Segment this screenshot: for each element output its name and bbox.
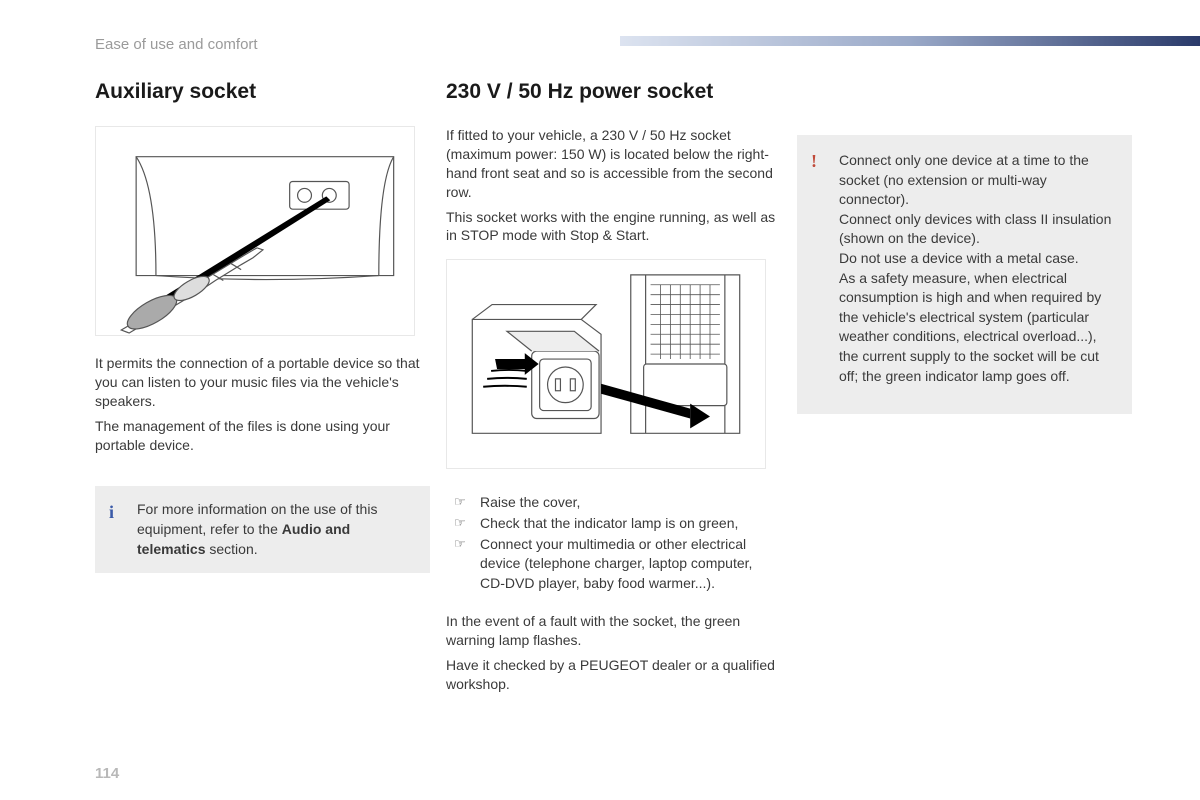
column-auxiliary-socket: Auxiliary socket xyxy=(95,80,430,700)
power-para-3: In the event of a fault with the socket,… xyxy=(446,612,781,650)
step-3: Connect your multimedia or other electri… xyxy=(446,535,781,594)
warning-box: ! Connect only one device at a time to t… xyxy=(797,135,1132,414)
aux-para-2: The management of the files is done usin… xyxy=(95,417,430,455)
section-label: Ease of use and comfort xyxy=(95,36,258,53)
warn-line-3: Do not use a device with a metal case. xyxy=(839,249,1116,269)
power-para-4: Have it checked by a PEUGEOT dealer or a… xyxy=(446,656,781,694)
info-icon: i xyxy=(109,500,114,525)
step-2: Check that the indicator lamp is on gree… xyxy=(446,514,781,534)
power-para-1: If fitted to your vehicle, a 230 V / 50 … xyxy=(446,126,781,202)
warn-line-4: As a safety measure, when electrical con… xyxy=(839,269,1116,387)
aux-para-1: It permits the connection of a portable … xyxy=(95,354,430,411)
info-text-suffix: section. xyxy=(205,541,257,557)
warning-icon: ! xyxy=(811,149,817,174)
page-content: Auxiliary socket xyxy=(95,80,1115,700)
step-1: Raise the cover, xyxy=(446,493,781,513)
figure-power-socket xyxy=(446,259,766,469)
action-steps-list: Raise the cover, Check that the indicato… xyxy=(446,493,781,594)
header-gradient-bar xyxy=(620,36,1200,46)
power-para-2: This socket works with the engine runnin… xyxy=(446,208,781,246)
heading-auxiliary: Auxiliary socket xyxy=(95,80,430,104)
power-socket-illustration xyxy=(447,260,765,468)
warn-line-2: Connect only devices with class II insul… xyxy=(839,210,1116,249)
warn-line-1: Connect only one device at a time to the… xyxy=(839,151,1116,210)
page-number: 114 xyxy=(95,765,119,782)
info-box-audio-telematics: i For more information on the use of thi… xyxy=(95,486,430,573)
figure-aux-jack xyxy=(95,126,415,336)
spacer xyxy=(797,80,1132,135)
column-power-socket: 230 V / 50 Hz power socket If fitted to … xyxy=(446,80,781,700)
heading-power-socket: 230 V / 50 Hz power socket xyxy=(446,80,781,104)
column-warning: ! Connect only one device at a time to t… xyxy=(797,80,1132,700)
aux-jack-illustration xyxy=(96,127,414,335)
